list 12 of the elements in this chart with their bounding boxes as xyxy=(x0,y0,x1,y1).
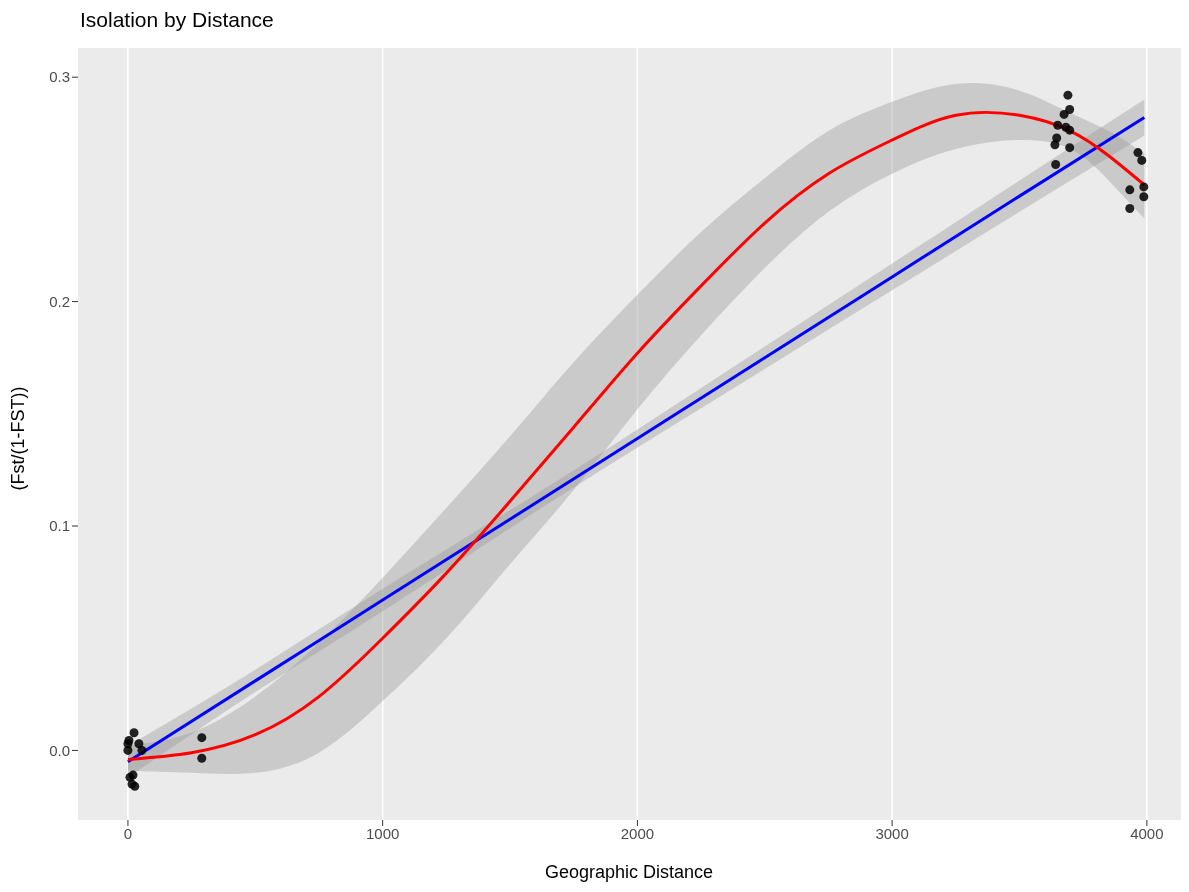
y-tick-label: 0.2 xyxy=(49,292,70,310)
x-tick-label: 2000 xyxy=(620,824,655,842)
chart-title: Isolation by Distance xyxy=(80,8,274,32)
x-tick-label: 1000 xyxy=(365,824,400,842)
y-axis-title: (Fst/(1-FST)) xyxy=(7,385,29,493)
x-axis-title: Geographic Distance xyxy=(543,862,715,883)
x-tick-label: 3000 xyxy=(875,824,909,842)
y-tick-label: 0.3 xyxy=(49,68,70,86)
y-tick-label: 0.1 xyxy=(49,517,70,535)
x-tick-label: 4000 xyxy=(1130,824,1164,842)
y-tick-label: 0.0 xyxy=(49,741,70,759)
x-tick-label: 0 xyxy=(123,824,133,842)
